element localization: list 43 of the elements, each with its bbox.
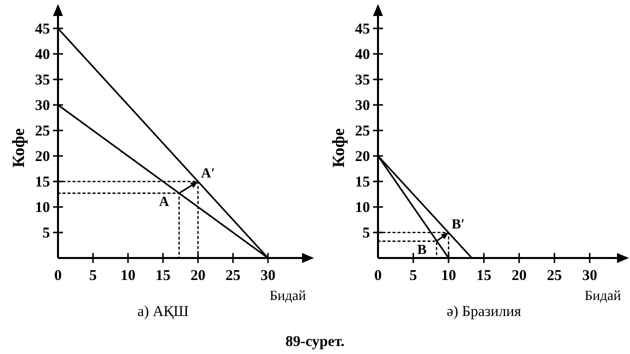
annotation: A	[158, 195, 170, 210]
y-tick-label: 10	[35, 200, 50, 216]
y-tick-label: 30	[35, 98, 50, 114]
x-tick-label: 25	[546, 268, 562, 284]
x-tick-label: 0	[54, 268, 62, 284]
y-tick-label: 10	[355, 200, 370, 216]
y-tick-label: 5	[42, 225, 50, 242]
x-axis-title: Бидай	[270, 289, 306, 304]
y-tick-label: 5	[362, 225, 370, 242]
text: 89-сурет.	[286, 334, 345, 350]
y-tick-label: 45	[35, 21, 50, 38]
y-tick-label: 40	[355, 46, 370, 63]
x-tick-label: 20	[512, 268, 527, 284]
y-tick-label: 45	[355, 21, 370, 38]
y-tick-label: 30	[355, 98, 370, 114]
x-tick-label: 20	[190, 268, 206, 284]
text: ә) Бразилия	[446, 304, 522, 320]
x-tick-label: 30	[582, 268, 598, 284]
annotation: B′	[452, 217, 465, 232]
x-tick-label: 5	[89, 268, 97, 284]
annotation: A′	[201, 166, 216, 182]
x-tick-label: 15	[156, 268, 170, 284]
y-axis-title: Кофе	[329, 128, 348, 168]
x-tick-label: 5	[410, 268, 418, 284]
y-tick-label: 15	[355, 174, 370, 190]
y-tick-label: 20	[35, 148, 50, 165]
x-tick-label: 25	[226, 268, 240, 284]
x-tick-label: 30	[260, 268, 276, 284]
x-tick-label: 15	[476, 268, 492, 284]
y-tick-label: 15	[35, 174, 50, 190]
y-tick-label: 25	[355, 123, 370, 140]
annotation: B	[417, 243, 427, 258]
x-tick-label: 10	[120, 268, 136, 284]
y-tick-label: 35	[355, 72, 370, 88]
x-tick-label: 0	[374, 268, 382, 284]
y-tick-label: 35	[35, 72, 50, 88]
x-axis-title: Бидай	[584, 289, 622, 304]
y-tick-label: 25	[35, 123, 50, 140]
y-axis-title: Кофе	[9, 128, 28, 168]
y-tick-label: 40	[35, 46, 50, 63]
y-tick-label: 20	[355, 148, 370, 165]
x-tick-label: 10	[441, 268, 456, 284]
text: а) АҚШ	[137, 304, 189, 320]
